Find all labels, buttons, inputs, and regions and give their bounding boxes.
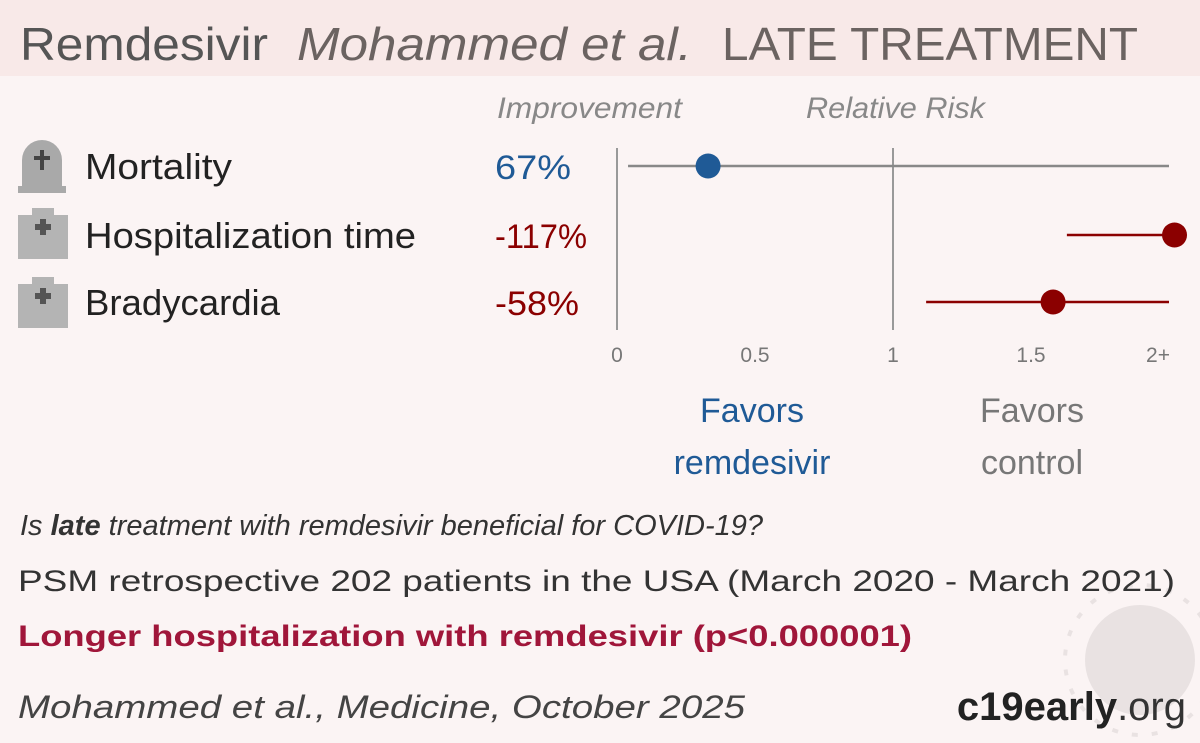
improvement-label: 67% bbox=[495, 149, 571, 187]
details: PSM retrospective 202 patients in the US… bbox=[18, 565, 1175, 598]
improvement-label: -117% bbox=[495, 218, 587, 256]
question: Is late treatment with remdesivir benefi… bbox=[20, 510, 764, 542]
tombstone-icon bbox=[18, 140, 66, 193]
favors-label: remdesivir bbox=[674, 444, 831, 482]
citation: Mohammed et al., Medicine, October 2025 bbox=[18, 689, 745, 725]
estimate-dot bbox=[1162, 222, 1188, 248]
drug: Remdesivir bbox=[20, 18, 268, 70]
row-label: Mortality bbox=[85, 146, 232, 187]
title: Remdesivir Mohammed et al. LATE TREATMEN… bbox=[20, 18, 1138, 70]
x-tick-label: 0 bbox=[611, 344, 623, 367]
improvement-label: -58% bbox=[495, 285, 579, 323]
header-band bbox=[0, 0, 1200, 76]
question-part: treatment with remdesivir beneficial for… bbox=[101, 510, 764, 542]
question-part: Is bbox=[20, 510, 51, 542]
estimate-dot bbox=[1040, 289, 1066, 315]
row-label: Hospitalization time bbox=[85, 215, 416, 256]
row-label: Bradycardia bbox=[85, 282, 281, 323]
brand: c19early.org bbox=[957, 685, 1186, 729]
favors-label: Favors bbox=[980, 392, 1084, 430]
conclusion: Longer hospitalization with remdesivir (… bbox=[18, 620, 912, 653]
column-label: Improvement bbox=[497, 92, 684, 125]
favors-label: Favors bbox=[700, 392, 804, 430]
brand-part: c19 bbox=[957, 685, 1024, 729]
favors-label: control bbox=[981, 444, 1083, 482]
brand-part: early bbox=[1024, 685, 1118, 729]
x-tick-label: 0.5 bbox=[740, 344, 769, 367]
study: Mohammed et al. bbox=[297, 18, 692, 70]
column-label: Relative Risk bbox=[806, 92, 987, 125]
hospital-icon bbox=[18, 277, 68, 328]
hospital-icon bbox=[18, 208, 68, 259]
x-tick-label: 1.5 bbox=[1016, 344, 1045, 367]
stage: LATE TREATMENT bbox=[722, 18, 1138, 70]
virus-decoration bbox=[1063, 583, 1200, 737]
question-emphasis: late bbox=[51, 510, 101, 542]
x-tick-label: 1 bbox=[887, 344, 899, 367]
x-tick-label: 2+ bbox=[1146, 344, 1170, 367]
estimate-dot bbox=[695, 153, 721, 179]
brand-part: .org bbox=[1117, 685, 1186, 729]
